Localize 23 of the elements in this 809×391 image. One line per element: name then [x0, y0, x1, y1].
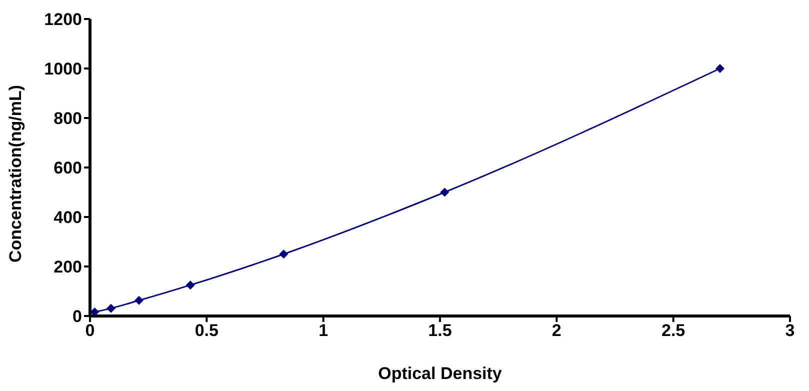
point — [106, 304, 116, 313]
y-tick-label: 1000 — [44, 60, 82, 79]
y-tick-label: 0 — [72, 307, 82, 326]
y-tick-label: 1200 — [44, 10, 82, 30]
x-axis-title: Optical Density — [378, 364, 502, 383]
x-tick-label: 1.5 — [428, 321, 452, 340]
point — [279, 250, 288, 259]
x-tick-label: 2 — [552, 321, 562, 340]
point — [186, 280, 195, 290]
x-tick-label: 1 — [318, 321, 328, 340]
point — [716, 64, 724, 73]
x-tick-label: 3 — [785, 321, 795, 340]
y-axis-title: Concentration(ng/mL) — [6, 84, 26, 262]
point — [440, 188, 450, 197]
y-tick-label: 400 — [54, 208, 82, 228]
x-tick-label: 2.5 — [662, 321, 686, 340]
y-tick-label: 800 — [54, 109, 82, 128]
point — [90, 308, 100, 316]
point — [134, 296, 144, 305]
y-tick-label: 600 — [54, 158, 82, 178]
y-tick-label: 200 — [54, 258, 82, 277]
x-tick-label: 0 — [85, 321, 95, 340]
x-tick-label: 0.5 — [194, 321, 218, 340]
